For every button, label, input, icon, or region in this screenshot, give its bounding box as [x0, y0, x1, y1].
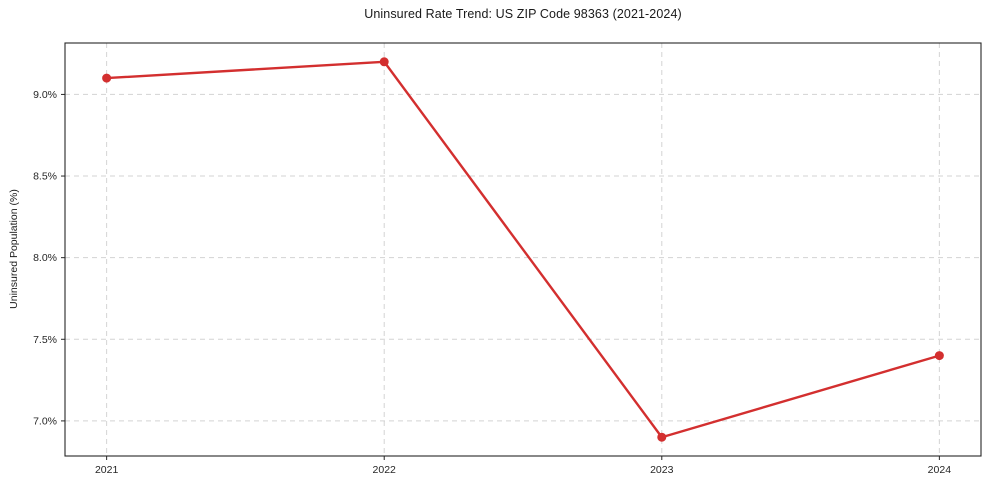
plot-spines — [64, 42, 982, 457]
data-point-marker — [379, 57, 389, 67]
y-axis-label: Uninsured Population (%) — [8, 189, 20, 309]
y-tick-label: 7.0% — [33, 415, 57, 427]
y-tick-label: 8.5% — [33, 171, 57, 183]
x-tick-label: 2023 — [650, 464, 674, 476]
data-point-marker — [657, 432, 667, 442]
data-point-marker — [102, 73, 112, 83]
y-tick-label: 9.0% — [33, 89, 57, 101]
x-tick-label: 2022 — [373, 464, 397, 476]
trend-line — [105, 60, 941, 439]
data-point-marker — [934, 351, 944, 361]
x-tick-label: 2024 — [928, 464, 952, 476]
x-tick-label: 2021 — [95, 464, 119, 476]
chart-title: Uninsured Rate Trend: US ZIP Code 98363 … — [364, 7, 682, 21]
y-tick-label: 7.5% — [33, 334, 57, 346]
y-tick-label: 8.0% — [33, 252, 57, 264]
